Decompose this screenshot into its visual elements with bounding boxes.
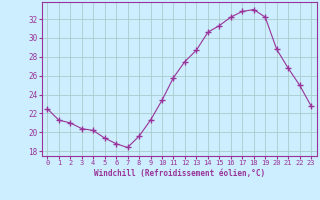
X-axis label: Windchill (Refroidissement éolien,°C): Windchill (Refroidissement éolien,°C)	[94, 169, 265, 178]
